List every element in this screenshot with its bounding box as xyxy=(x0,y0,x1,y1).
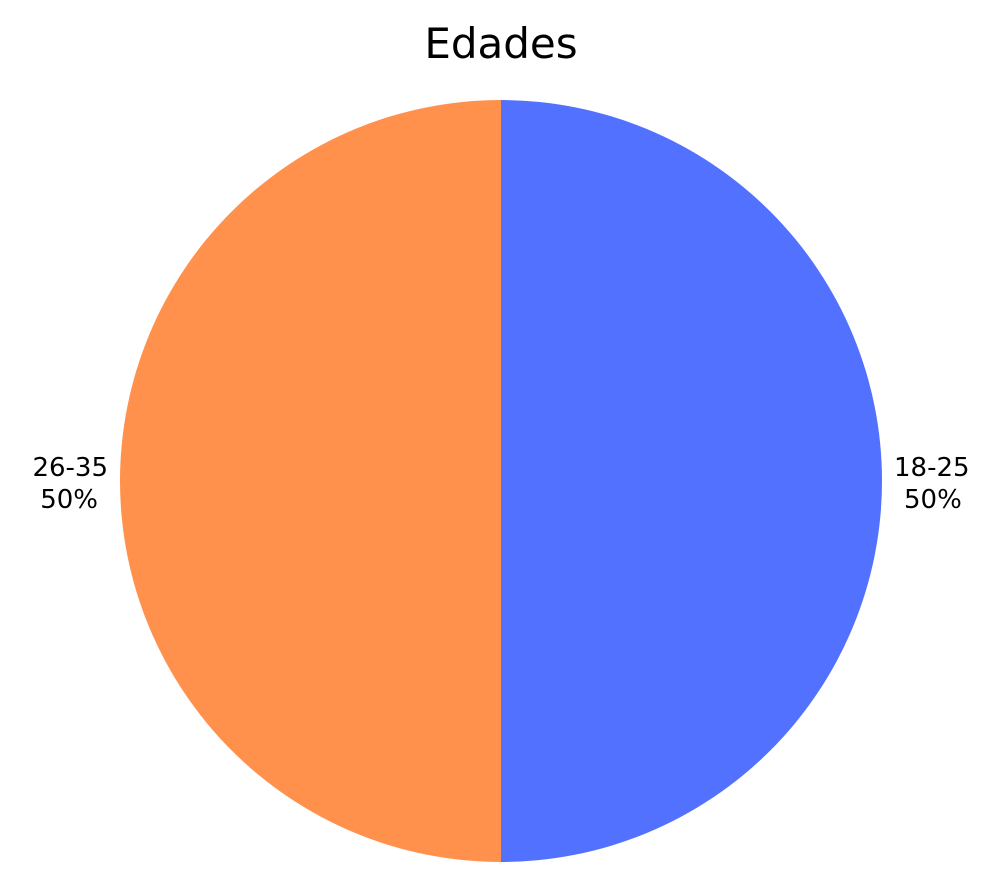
pie-slice-26-35 xyxy=(120,100,501,862)
pie-slice-18-25 xyxy=(501,100,882,862)
slice-percent-label: 50% xyxy=(40,485,98,515)
slice-percent-label: 50% xyxy=(904,485,962,515)
slice-category-label: 26-35 xyxy=(32,453,108,483)
slice-category-label: 18-25 xyxy=(894,453,970,483)
pie-slices xyxy=(120,100,882,862)
slice-label-18-25: 18-25 50% xyxy=(894,453,970,515)
pie-labels: 18-25 50%26-35 50% xyxy=(32,453,969,515)
chart-title: Edades xyxy=(424,19,577,68)
slice-label-26-35: 26-35 50% xyxy=(32,453,108,515)
